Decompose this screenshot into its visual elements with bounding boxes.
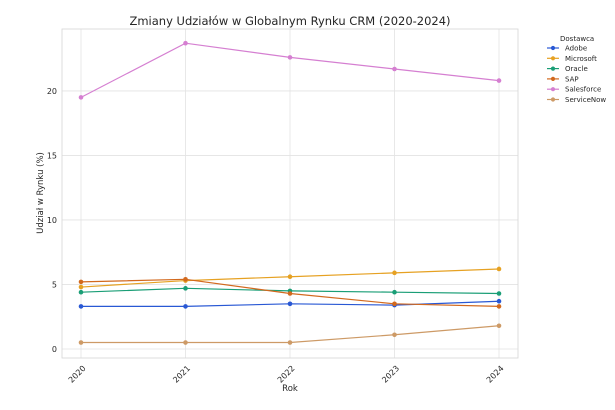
x-tick-label: 2021 [171, 364, 192, 385]
legend-marker [550, 97, 556, 102]
data-point [392, 301, 397, 307]
data-point [78, 304, 84, 309]
legend-item-microsoft: Microsoft [547, 55, 597, 63]
legend-marker [550, 66, 556, 71]
series-salesforce [78, 40, 502, 100]
plot-frame [61, 28, 519, 359]
legend-label: Salesforce [565, 86, 601, 94]
data-point [183, 276, 188, 282]
legend-marker [550, 56, 556, 61]
data-point [78, 284, 84, 290]
y-tick-label: 15 [47, 151, 57, 160]
data-point [78, 289, 84, 295]
data-point [392, 270, 397, 276]
legend-label: Oracle [565, 65, 588, 73]
legend: Dostawca Adobe Microsoft Oracle SAP Salesfor… [547, 35, 606, 104]
legend-title: Dostawca [560, 35, 594, 43]
data-point [78, 340, 84, 345]
legend-item-salesforce: Salesforce [547, 86, 601, 94]
data-point [183, 304, 188, 309]
data-point [287, 291, 293, 296]
legend-marker [550, 45, 556, 51]
legend-marker [550, 76, 556, 81]
y-tick-label: 10 [47, 216, 57, 225]
data-point [496, 291, 502, 296]
data-point [392, 66, 397, 72]
legend-label: ServiceNow [565, 96, 606, 104]
y-axis-label: Udział w Rynku (%) [36, 152, 46, 234]
x-tick-label: 2023 [380, 364, 401, 385]
series-sap [78, 276, 502, 309]
x-tick-label: 2022 [276, 364, 297, 385]
grid [62, 29, 518, 358]
tick-labels: 2020 2021 2022 2023 2024 0 5 10 15 20 [47, 87, 506, 385]
data-point [496, 323, 502, 329]
data-point [496, 298, 502, 304]
data-point [78, 95, 84, 100]
series-oracle [78, 286, 502, 296]
chart-title: Zmiany Udziałów w Globalnym Rynku CRM (2… [129, 14, 450, 28]
data-point [496, 304, 502, 309]
data-point [392, 332, 397, 338]
data-point [183, 340, 188, 345]
x-tick-label: 2020 [67, 364, 88, 385]
data-point [183, 40, 188, 46]
y-tick-label: 20 [47, 87, 57, 96]
data-point [496, 266, 502, 272]
data-point [287, 274, 293, 280]
data-point [287, 340, 293, 345]
data-point [287, 301, 293, 307]
legend-label: Adobe [565, 45, 587, 53]
data-point [392, 289, 397, 295]
x-tick-label: 2024 [485, 364, 506, 385]
series-servicenow [78, 323, 502, 345]
series-layer [78, 40, 502, 345]
data-point [78, 279, 84, 285]
data-point [183, 286, 188, 291]
y-tick-label: 5 [52, 280, 57, 289]
x-axis-label: Rok [282, 384, 298, 394]
series-microsoft [78, 266, 502, 290]
legend-label: SAP [565, 75, 579, 83]
legend-label: Microsoft [565, 55, 597, 63]
legend-marker [550, 87, 556, 92]
y-tick-label: 0 [52, 345, 57, 354]
legend-item-sap: SAP [547, 75, 579, 83]
legend-item-adobe: Adobe [547, 45, 587, 53]
legend-item-servicenow: ServiceNow [547, 96, 606, 104]
data-point [496, 78, 502, 83]
legend-item-oracle: Oracle [547, 65, 588, 73]
data-point [287, 55, 293, 60]
